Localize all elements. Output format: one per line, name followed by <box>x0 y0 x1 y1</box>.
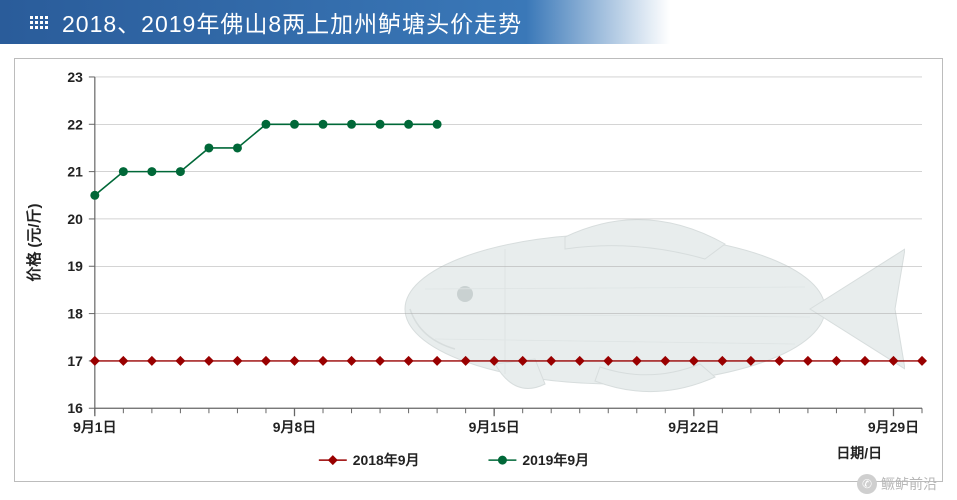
series-marker <box>119 167 128 176</box>
legend-marker <box>328 455 338 465</box>
series-marker <box>632 356 642 366</box>
x-tick-label: 9月22日 <box>668 419 719 435</box>
series-marker <box>489 356 499 366</box>
series-marker <box>204 356 214 366</box>
series-marker <box>204 143 213 152</box>
series-marker <box>261 356 271 366</box>
y-tick-label: 20 <box>67 211 83 227</box>
y-axis-label: 价格 (元/斤) <box>25 204 43 282</box>
series-marker <box>518 356 528 366</box>
y-tick-label: 16 <box>67 400 83 416</box>
series-marker <box>375 356 385 366</box>
watermark-text: 鳜鲈前沿 <box>881 474 937 494</box>
series-marker <box>546 356 556 366</box>
legend-label: 2019年9月 <box>522 452 589 468</box>
series-marker <box>660 356 670 366</box>
chart-title: 2018、2019年佛山8两上加州鲈塘头价走势 <box>62 5 522 39</box>
x-tick-label: 9月15日 <box>469 419 520 435</box>
series-marker <box>90 191 99 200</box>
series-marker <box>290 120 299 129</box>
x-tick-label: 9月8日 <box>273 419 316 435</box>
series-marker <box>433 120 442 129</box>
y-tick-label: 18 <box>67 306 83 322</box>
series-marker <box>147 356 157 366</box>
series-marker <box>404 356 414 366</box>
series-marker <box>404 120 413 129</box>
series-marker <box>376 120 385 129</box>
legend-marker <box>498 456 507 465</box>
series-marker <box>746 356 756 366</box>
series-marker <box>290 356 300 366</box>
y-tick-label: 19 <box>67 258 83 274</box>
series-marker <box>90 356 100 366</box>
y-tick-label: 21 <box>67 164 83 180</box>
series-marker <box>888 356 898 366</box>
legend-label: 2018年9月 <box>353 452 420 468</box>
y-tick-label: 22 <box>67 116 83 132</box>
series-marker <box>831 356 841 366</box>
chart-container: 16 17 18 19 20 21 22 23 9月1日 9月8日 9月15日 9月22日 9月29日 价… <box>14 58 943 482</box>
series-marker <box>347 356 357 366</box>
series-marker <box>461 356 471 366</box>
series-marker <box>603 356 613 366</box>
series-marker <box>147 167 156 176</box>
series-marker <box>232 356 242 366</box>
series-marker <box>774 356 784 366</box>
x-tick-label: 9月1日 <box>73 419 116 435</box>
line-chart: 16 17 18 19 20 21 22 23 9月1日 9月8日 9月15日 9月22日 9月29日 价… <box>15 59 942 480</box>
series-marker <box>319 120 328 129</box>
series-marker <box>233 143 242 152</box>
series-marker <box>432 356 442 366</box>
series-marker <box>575 356 585 366</box>
y-tick-label: 23 <box>67 69 83 85</box>
title-dots-decoration <box>30 16 50 29</box>
series-marker <box>176 167 185 176</box>
series-marker <box>261 120 270 129</box>
series-marker <box>860 356 870 366</box>
x-tick-label: 9月29日 <box>868 419 919 435</box>
series-marker <box>717 356 727 366</box>
series-marker <box>175 356 185 366</box>
y-tick-label: 17 <box>67 353 83 369</box>
x-axis-label: 日期/日 <box>836 445 882 461</box>
series-marker <box>689 356 699 366</box>
series-line <box>95 124 437 195</box>
series-marker <box>803 356 813 366</box>
watermark: ✆ 鳜鲈前沿 <box>857 474 937 494</box>
series-marker <box>347 120 356 129</box>
series-marker <box>118 356 128 366</box>
title-bar: 2018、2019年佛山8两上加州鲈塘头价走势 <box>0 0 957 44</box>
series-marker <box>917 356 927 366</box>
series-marker <box>318 356 328 366</box>
wechat-icon: ✆ <box>857 474 877 494</box>
